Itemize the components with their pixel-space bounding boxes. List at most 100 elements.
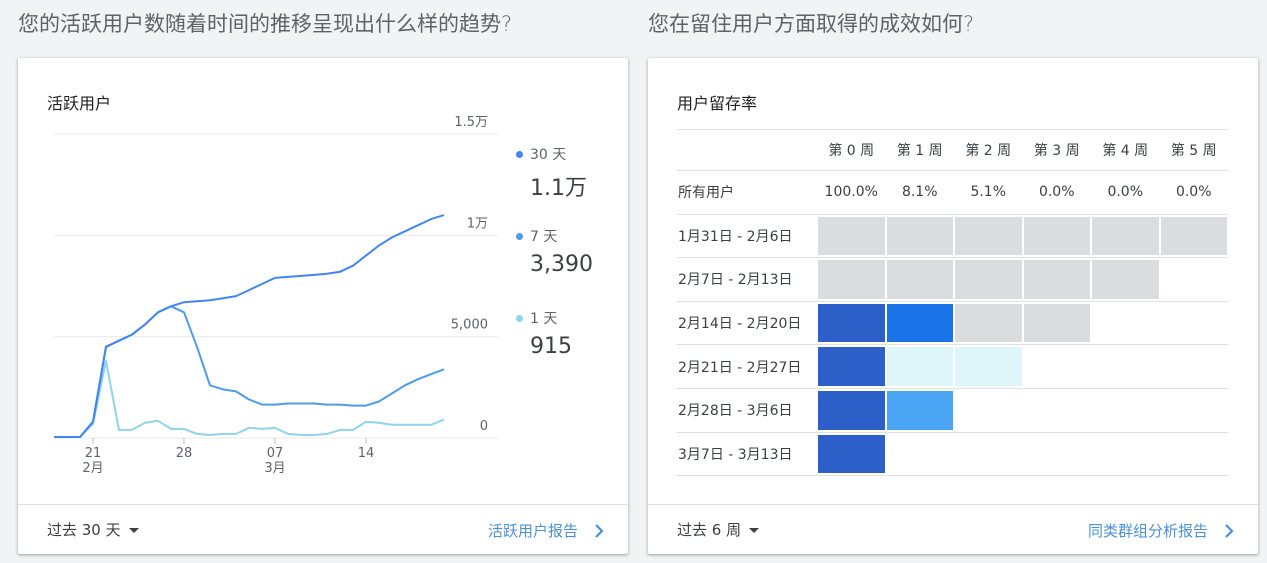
retention-cell-fill (886, 390, 953, 430)
retention-cell-fill (818, 260, 885, 299)
cohort-row: 2月21日 - 2月27日 (677, 345, 1228, 389)
week-range-label: 过去 6 周 (677, 521, 742, 539)
retention-percent: 0.0% (1038, 184, 1075, 201)
retention-cell-fill (818, 303, 885, 343)
retention-cell (817, 433, 886, 476)
active-users-footer: 过去 30 天 活跃用户报告 (18, 504, 628, 554)
dropdown-caret-icon (128, 528, 139, 533)
cohort-label: 2月21日 - 2月27日 (678, 359, 802, 376)
legend-label: 30 天 (516, 144, 587, 164)
cohort-label: 2月7日 - 2月13日 (678, 272, 793, 289)
cohort-row: 2月14日 - 2月20日 (677, 302, 1228, 346)
retention-cell (886, 345, 955, 388)
retention-cell-fill (1092, 260, 1159, 299)
retention-cell-fill (1023, 303, 1090, 343)
retention-cell (817, 215, 886, 258)
retention-question: 您在留住用户方面取得的成效如何? (648, 12, 975, 36)
cohort-report-link[interactable]: 同类群组分析报告 (1088, 520, 1234, 541)
retention-cell (954, 258, 1023, 301)
cohort-cells (817, 389, 954, 432)
retention-cell-fill (955, 260, 1022, 299)
x-tick-label: 28 (176, 446, 193, 461)
retention-cell-fill (1023, 216, 1090, 256)
y-tick-label: 1万 (467, 216, 488, 231)
retention-cell (886, 389, 955, 432)
cohort-cells (817, 302, 1091, 345)
retention-cell (817, 389, 886, 432)
legend-label-text: 30 天 (530, 147, 567, 163)
retention-cell (1091, 215, 1160, 258)
all-users-row: 所有用户 100.0% 8.1% 5.1% 0.0% 0.0% 0.0% (677, 171, 1228, 215)
chevron-right-icon (595, 523, 604, 538)
y-tick-label: 5,000 (451, 318, 488, 333)
retention-cell (886, 258, 955, 301)
retention-cell (1023, 302, 1092, 345)
retention-cell-fill (886, 216, 953, 256)
retention-cell-fill (1092, 216, 1159, 256)
cohort-label: 2月28日 - 3月6日 (678, 403, 793, 420)
retention-cell (817, 302, 886, 345)
retention-cell-fill (1023, 260, 1090, 299)
retention-cell-fill (818, 216, 885, 256)
retention-card: 用户留存率 第 0 周 第 1 周 第 2 周 第 3 周 第 4 周 第 5 周所有用户… (648, 58, 1258, 554)
legend-dot-icon (516, 150, 523, 158)
legend-item: 1 天 915 (516, 308, 572, 359)
x-tick-sublabel: 2月 (82, 461, 103, 476)
retention-cell-fill (886, 260, 953, 299)
week-header: 第 4 周 (1102, 143, 1149, 159)
legend-item: 30 天 1.1万 (516, 144, 587, 202)
retention-cell (817, 258, 886, 301)
retention-cell (817, 345, 886, 388)
all-users-label: 所有用户 (678, 185, 734, 202)
cohort-label: 1月31日 - 2月6日 (678, 228, 793, 245)
retention-cell-fill (886, 303, 953, 343)
date-range-label: 过去 30 天 (47, 521, 121, 539)
retention-cell-fill (886, 347, 953, 386)
retention-percent: 5.1% (970, 184, 1007, 201)
active-users-question: 您的活跃用户数随着时间的推移呈现出什么样的趋势? (18, 12, 513, 36)
series-line (54, 305, 445, 438)
retention-cell (954, 302, 1023, 345)
legend-label-text: 1 天 (530, 311, 558, 327)
active-users-report-link[interactable]: 活跃用户报告 (488, 520, 604, 541)
x-tick-label: 07 (267, 446, 284, 461)
y-tick-label: 0 (480, 419, 488, 434)
chevron-right-icon (1225, 523, 1234, 538)
cohort-label: 2月14日 - 2月20日 (678, 316, 802, 333)
retention-cell-fill (955, 303, 1022, 343)
cohort-row: 2月7日 - 2月13日 (677, 258, 1228, 302)
retention-percent: 0.0% (1107, 184, 1144, 201)
legend-dot-icon (516, 232, 523, 240)
week-header: 第 3 周 (1033, 143, 1080, 159)
retention-card-title: 用户留存率 (677, 94, 758, 113)
week-range-dropdown[interactable]: 过去 6 周 (677, 519, 760, 540)
legend-value: 3,390 (530, 252, 593, 277)
retention-cell (1023, 215, 1092, 258)
week-header: 第 5 周 (1170, 143, 1217, 159)
active-users-card-title: 活跃用户 (47, 94, 112, 113)
date-range-dropdown[interactable]: 过去 30 天 (47, 519, 139, 540)
x-tick-sublabel: 3月 (264, 461, 285, 476)
retention-percent: 8.1% (901, 184, 938, 201)
retention-cell-fill (955, 347, 1022, 386)
cohort-label: 3月7日 - 3月13日 (678, 446, 793, 463)
retention-cell-fill (818, 434, 885, 474)
active-users-report-label: 活跃用户报告 (487, 522, 578, 540)
legend-label: 7 天 (516, 226, 593, 246)
series-line (54, 360, 445, 438)
retention-cell-fill (955, 216, 1022, 256)
y-tick-label: 1.5万 (454, 115, 488, 130)
legend-item: 7 天 3,390 (516, 226, 593, 277)
legend-value: 1.1万 (530, 176, 587, 201)
cohort-row: 3月7日 - 3月13日 (677, 433, 1228, 477)
x-tick-label: 21 (85, 446, 102, 461)
week-header: 第 1 周 (896, 143, 943, 159)
retention-cell (1091, 258, 1160, 301)
cohort-cells (817, 345, 1023, 388)
cohort-row: 2月28日 - 3月6日 (677, 389, 1228, 433)
retention-cell-fill (818, 390, 885, 430)
retention-percent: 100.0% (824, 184, 878, 201)
retention-percent: 0.0% (1175, 184, 1212, 201)
cohort-report-label: 同类群组分析报告 (1087, 522, 1208, 540)
retention-cell (1023, 258, 1092, 301)
